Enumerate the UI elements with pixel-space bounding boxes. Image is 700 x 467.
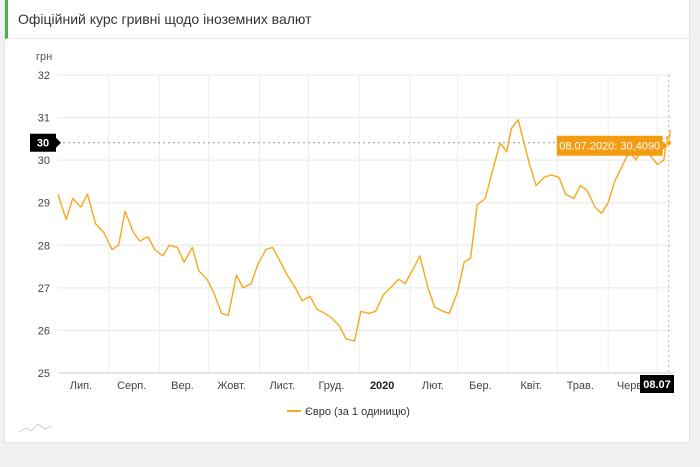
legend-label: Євро (за 1 одиницю) xyxy=(305,406,410,418)
y-crosshair-badge-arrow xyxy=(56,137,61,148)
x-tick-label: Квіт. xyxy=(520,380,542,392)
y-crosshair-badge xyxy=(30,133,56,152)
navigator-thumbnail-icon xyxy=(18,423,53,433)
card-header: Офіційний курс гривні щодо іноземних вал… xyxy=(5,0,689,39)
x-tick-label: Лист. xyxy=(269,380,295,392)
y-tick-label: 28 xyxy=(38,240,50,252)
y-tick-label: 25 xyxy=(38,368,50,380)
x-tick-label: Черв. xyxy=(617,380,645,392)
y-tick-label: 32 xyxy=(38,70,50,82)
page-title: Офіційний курс гривні щодо іноземних вал… xyxy=(18,11,312,27)
x-tick-label: Вер. xyxy=(171,380,194,392)
series-line[interactable] xyxy=(57,118,672,342)
x-crosshair-value: 08.07 xyxy=(643,379,671,391)
tooltip-arrow xyxy=(662,141,668,150)
x-tick-label: Жовт. xyxy=(217,380,246,392)
y-tick-label: 30 xyxy=(38,155,50,167)
hover-point[interactable] xyxy=(665,139,673,147)
x-tick-label: Лип. xyxy=(70,380,92,392)
y-tick-label: 26 xyxy=(38,325,50,337)
x-tick-label: Серп. xyxy=(117,380,146,392)
y-axis-unit: грн xyxy=(36,51,52,63)
y-crosshair-value: 30 xyxy=(37,138,49,150)
tooltip-text: 08.07.2020: 30,4090 xyxy=(559,141,660,153)
y-tick-label: 29 xyxy=(38,198,50,210)
x-tick-label: Лют. xyxy=(422,380,444,392)
x-tick-label: Трав. xyxy=(567,380,594,392)
tooltip-box xyxy=(556,135,663,156)
x-crosshair-badge xyxy=(640,375,674,393)
x-tick-label: Бер. xyxy=(469,380,492,392)
chart-card: Офіційний курс гривні щодо іноземних вал… xyxy=(4,0,690,443)
y-tick-label: 31 xyxy=(38,113,50,125)
y-tick-label: 27 xyxy=(38,283,50,295)
x-tick-label: Груд. xyxy=(318,380,344,392)
x-tick-label: 2020 xyxy=(370,380,394,392)
